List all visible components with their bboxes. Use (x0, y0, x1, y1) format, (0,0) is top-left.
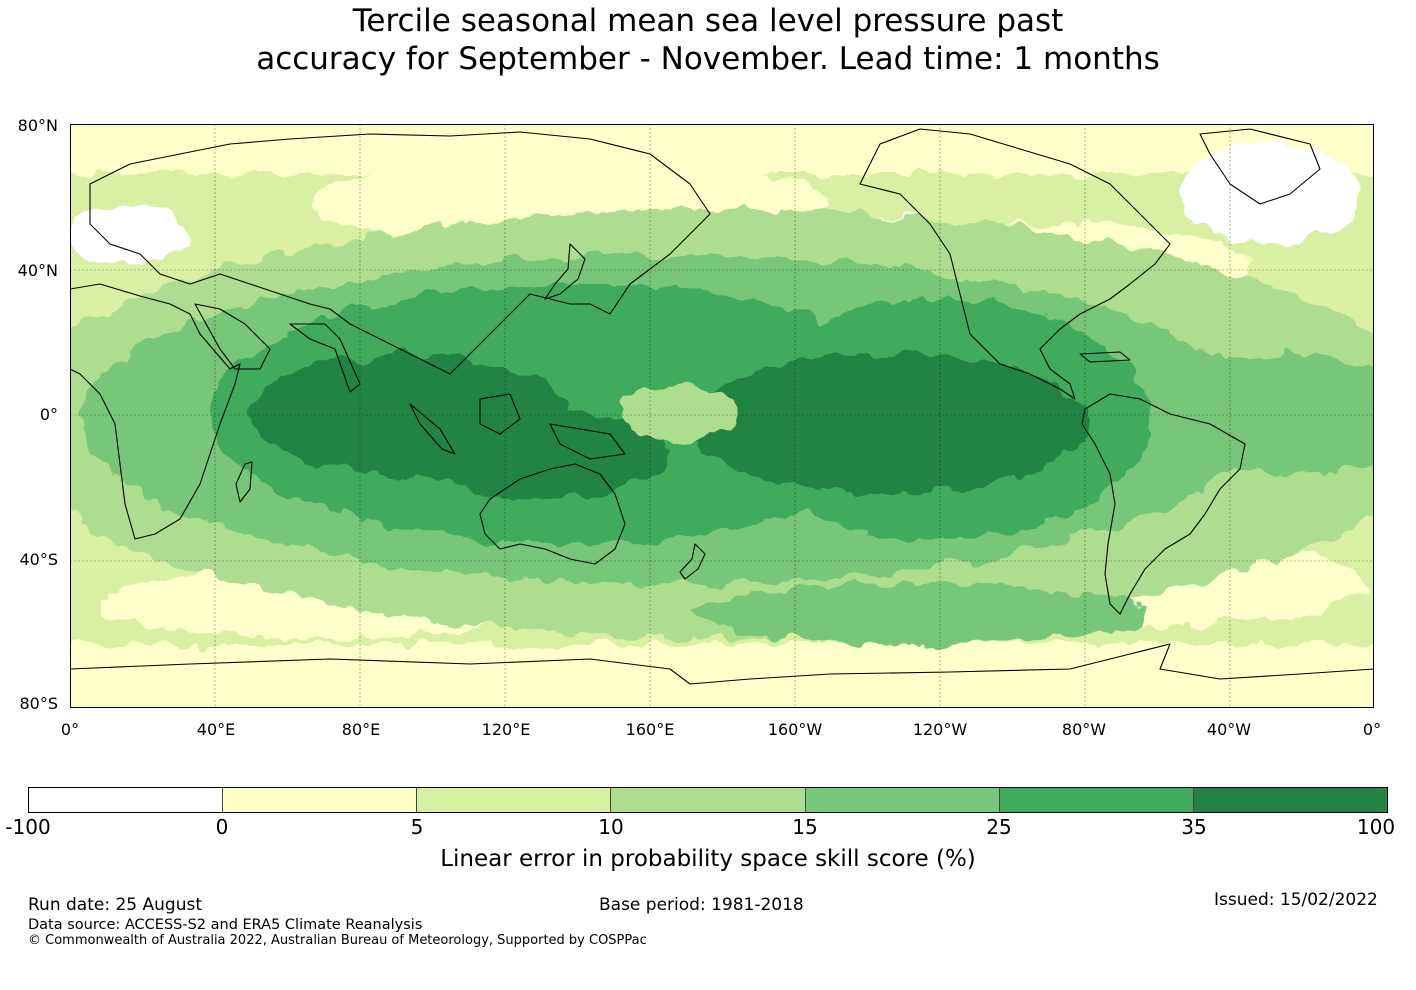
issued-date: Issued: 15/02/2022 (1214, 890, 1378, 910)
colorbar-segment (223, 788, 418, 812)
coast-sumatra (409, 403, 456, 455)
lat-tick-80n: 80°N (17, 116, 58, 135)
map-title: Tercile seasonal mean sea level pressure… (0, 2, 1416, 78)
zone-skill-10-south-ocean (690, 584, 1150, 644)
colorbar-segment (29, 788, 224, 812)
coast-new-zealand (679, 543, 706, 580)
coast-japan (544, 243, 586, 300)
coast-india (289, 323, 361, 393)
coast-africa (70, 283, 241, 540)
colorbar-segment (611, 788, 806, 812)
map-frame (70, 124, 1374, 708)
coast-new-guinea (549, 423, 626, 460)
lat-tick-40s: 40°S (19, 550, 58, 569)
colorbar-label: Linear error in probability space skill … (440, 846, 976, 872)
zone-arctic-pale (70, 124, 1374, 174)
colorbar-segment (417, 788, 612, 812)
lat-tick-0: 0° (39, 405, 58, 424)
colorbar (28, 787, 1388, 813)
colorbar-tick-15: 15 (792, 815, 818, 839)
colorbar-tick-100: 100 (1356, 815, 1396, 839)
zone-skill-15-atlantic (1150, 354, 1374, 474)
title-line-1: Tercile seasonal mean sea level pressure… (352, 3, 1064, 39)
coast-antarctica (70, 643, 1374, 685)
lon-tick-40e: 40°E (196, 720, 236, 739)
colorbar-tick-5: 5 (410, 815, 424, 839)
run-date: Run date: 25 August (28, 895, 202, 915)
base-period: Base period: 1981-2018 (599, 895, 804, 915)
coast-australia (479, 463, 626, 565)
coast-greenland (1199, 128, 1321, 205)
zone-skill-15-enso-gap (620, 386, 740, 442)
lon-tick-0-right: 0° (1362, 720, 1382, 739)
title-line-2: accuracy for September - November. Lead … (256, 41, 1160, 77)
lat-tick-40n: 40°N (17, 261, 58, 280)
lon-tick-160e: 160°E (625, 720, 675, 739)
map-graticule (70, 124, 1374, 708)
coast-madagascar (235, 461, 253, 503)
lon-tick-80e: 80°E (341, 720, 381, 739)
lon-tick-120w: 120°W (912, 720, 968, 739)
lon-tick-120e: 120°E (481, 720, 531, 739)
coast-south-america (1081, 393, 1246, 615)
coast-north-america (859, 128, 1171, 400)
colorbar-tick-10: 10 (598, 815, 624, 839)
lat-tick-80s: 80°S (19, 694, 58, 713)
coast-arabia (194, 303, 271, 370)
colorbar-segment (805, 788, 1000, 812)
zone-negative-greenland (1180, 144, 1360, 244)
zone-antarctic-pale (70, 644, 1374, 708)
colorbar-segment (1193, 788, 1387, 812)
zone-skill-35-maritime (410, 409, 670, 499)
coastlines (70, 128, 1374, 685)
colorbar-tick-0: 0 (215, 815, 229, 839)
lon-tick-40w: 40°W (1206, 720, 1252, 739)
lon-tick-0-left: 0° (60, 720, 80, 739)
data-source: Data source: ACCESS-S2 and ERA5 Climate … (28, 917, 423, 933)
colorbar-segment (999, 788, 1194, 812)
colorbar-tick-35: 35 (1181, 815, 1207, 839)
lon-tick-80w: 80°W (1061, 720, 1107, 739)
coast-cuba (1079, 351, 1131, 363)
zone-skill-35-pacific (690, 354, 1090, 494)
colorbar-tick-25: 25 (986, 815, 1012, 839)
skill-score-map (70, 124, 1374, 708)
coast-borneo (479, 393, 521, 435)
coast-eurasia (89, 131, 711, 375)
lon-tick-160w: 160°W (767, 720, 823, 739)
zone-negative-europe (70, 204, 190, 264)
colorbar-tick-neg100: -100 (5, 815, 51, 839)
copyright: © Commonwealth of Australia 2022, Austra… (28, 933, 647, 948)
